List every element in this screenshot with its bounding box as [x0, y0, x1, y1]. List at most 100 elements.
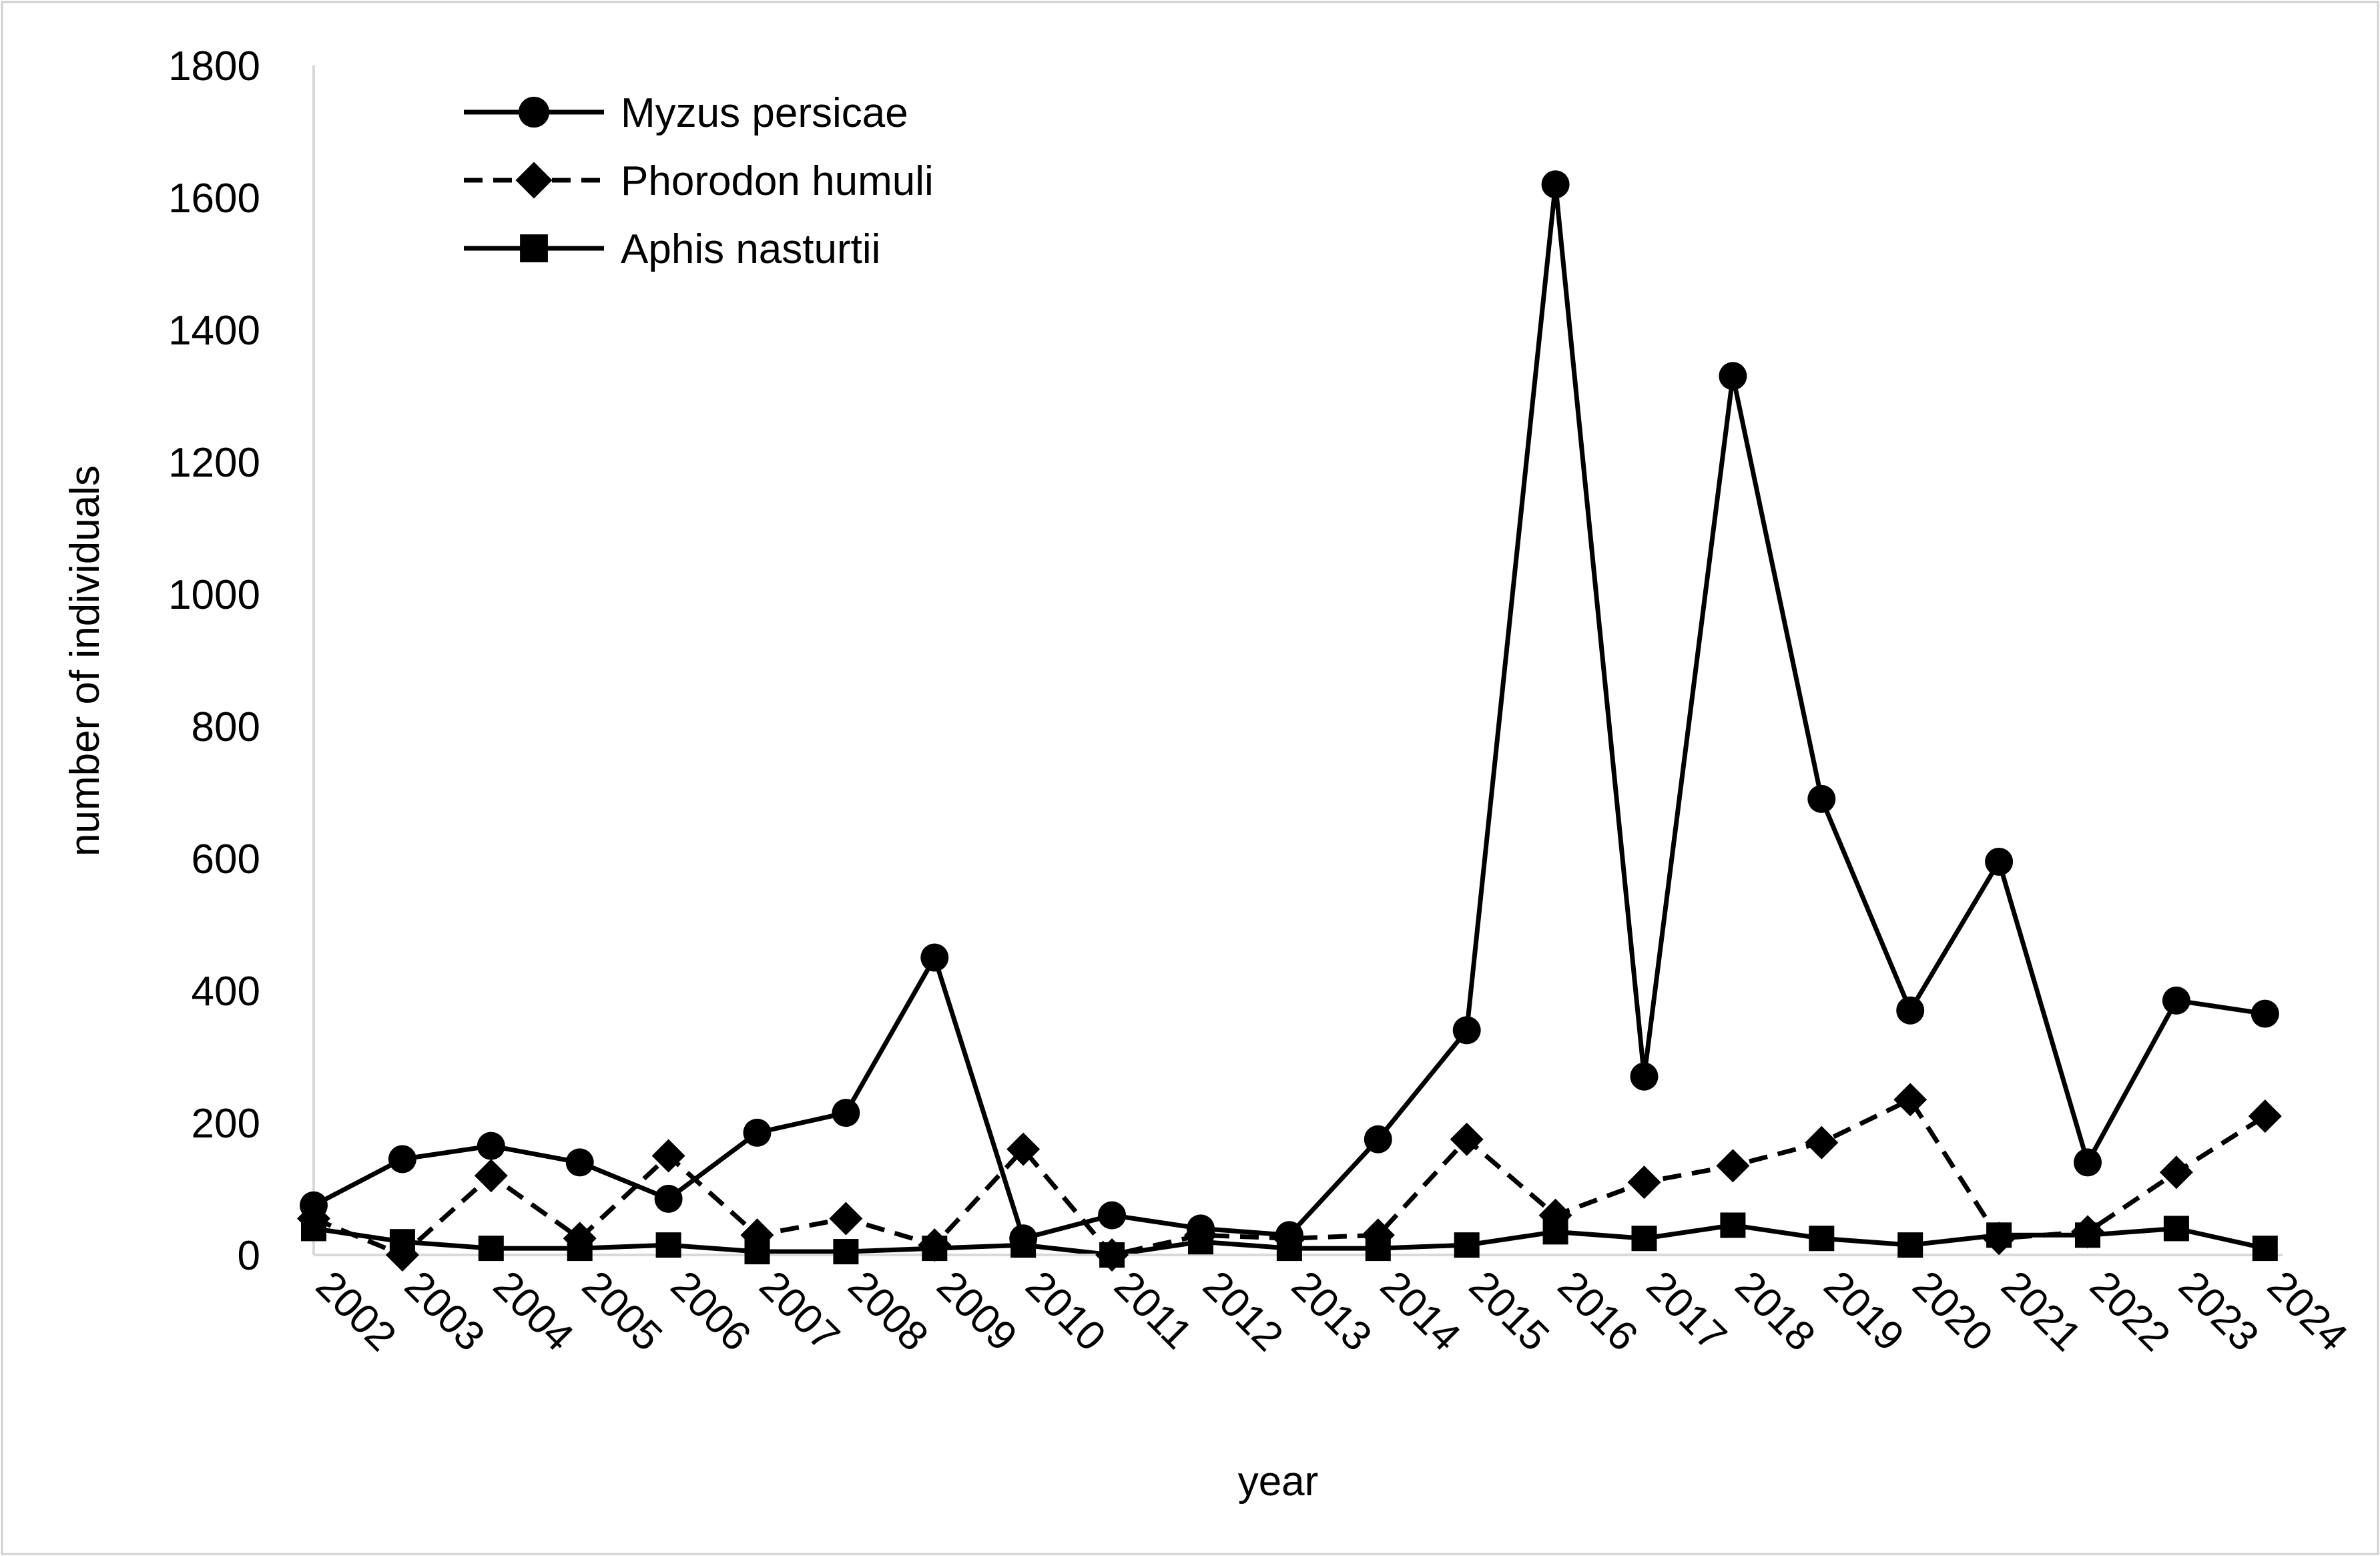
- x-tick-label: 2022: [2081, 1262, 2178, 1360]
- x-tick-label: 2016: [1549, 1262, 1647, 1360]
- data-point-aphis-nasturtii: [567, 1236, 593, 1262]
- data-point-phorodon-humuli: [1716, 1149, 1750, 1183]
- x-tick-label: 2019: [1815, 1262, 1912, 1360]
- data-point-aphis-nasturtii: [1188, 1229, 1213, 1255]
- y-axis-title: number of individuals: [62, 465, 108, 856]
- x-tick-label: 2011: [1105, 1262, 1201, 1358]
- x-tick-label: 2007: [751, 1262, 848, 1360]
- data-point-phorodon-humuli: [651, 1139, 685, 1173]
- data-point-myzus-persicae: [1807, 784, 1836, 813]
- x-tick-label: 2017: [1638, 1262, 1735, 1360]
- legend-label-phorodon-humuli: Phorodon humuli: [621, 158, 934, 204]
- data-point-myzus-persicae: [2074, 1148, 2102, 1177]
- data-point-myzus-persicae: [832, 1099, 860, 1127]
- data-point-phorodon-humuli: [1450, 1122, 1484, 1156]
- y-tick-labels: 0 200 400 600 800 1000 1200 1400 1600 1800: [168, 43, 260, 1279]
- data-point-myzus-persicae: [743, 1118, 772, 1147]
- x-tick-label: 2020: [1903, 1262, 2001, 1360]
- legend-marker-aphis-nasturtii: [520, 234, 548, 262]
- data-point-myzus-persicae: [1985, 847, 2014, 876]
- data-point-aphis-nasturtii: [1276, 1236, 1302, 1262]
- x-tick-label: 2024: [2259, 1262, 2356, 1360]
- data-point-aphis-nasturtii: [2075, 1222, 2100, 1248]
- legend-marker-myzus-persicae: [518, 96, 550, 128]
- data-point-aphis-nasturtii: [833, 1239, 859, 1265]
- y-tick-label: 1200: [168, 440, 260, 486]
- data-point-aphis-nasturtii: [744, 1239, 770, 1265]
- y-tick-label: 800: [192, 704, 260, 750]
- x-tick-label: 2010: [1016, 1262, 1114, 1360]
- data-point-phorodon-humuli: [2248, 1099, 2282, 1133]
- data-point-phorodon-humuli: [2159, 1155, 2193, 1190]
- data-point-aphis-nasturtii: [1986, 1222, 2012, 1248]
- x-tick-label: 2023: [2170, 1262, 2267, 1360]
- x-tick-label: 2014: [1372, 1262, 1469, 1360]
- data-point-myzus-persicae: [1896, 996, 1925, 1025]
- data-point-aphis-nasturtii: [655, 1232, 681, 1258]
- y-tick-label: 200: [192, 1101, 260, 1147]
- data-point-aphis-nasturtii: [2163, 1216, 2189, 1242]
- data-point-myzus-persicae: [920, 943, 949, 972]
- data-point-aphis-nasturtii: [1631, 1226, 1657, 1252]
- data-point-myzus-persicae: [2162, 986, 2190, 1015]
- data-point-myzus-persicae: [1098, 1201, 1127, 1230]
- y-tick-label: 1800: [168, 43, 260, 89]
- data-point-aphis-nasturtii: [2252, 1236, 2278, 1262]
- x-tick-label: 2009: [928, 1262, 1025, 1360]
- x-tick-label: 2003: [396, 1262, 493, 1360]
- data-point-aphis-nasturtii: [1365, 1236, 1391, 1262]
- data-point-phorodon-humuli: [829, 1202, 863, 1236]
- legend: Myzus persicae Phorodon humuli Aphis nastu…: [464, 90, 934, 272]
- x-tick-labels: 2002200320042005200620072008200920102011…: [307, 1262, 2356, 1360]
- data-point-myzus-persicae: [565, 1148, 594, 1177]
- data-point-aphis-nasturtii: [389, 1229, 415, 1255]
- axes: [312, 65, 2283, 1256]
- plot-lines: [312, 182, 2267, 1258]
- legend-marker-phorodon-humuli: [515, 162, 553, 199]
- data-point-myzus-persicae: [1452, 1016, 1481, 1045]
- data-point-aphis-nasturtii: [1809, 1226, 1835, 1252]
- data-point-phorodon-humuli: [1627, 1165, 1661, 1200]
- data-point-aphis-nasturtii: [1720, 1212, 1746, 1238]
- y-tick-label: 1400: [168, 308, 260, 354]
- data-point-aphis-nasturtii: [1542, 1219, 1568, 1245]
- data-point-myzus-persicae: [2251, 999, 2279, 1028]
- y-tick-label: 600: [192, 836, 260, 882]
- x-tick-label: 2008: [840, 1262, 937, 1360]
- data-point-aphis-nasturtii: [1099, 1242, 1125, 1268]
- data-point-aphis-nasturtii: [1454, 1232, 1480, 1258]
- x-tick-label: 2005: [573, 1262, 671, 1360]
- x-tick-label: 2012: [1194, 1262, 1291, 1360]
- x-axis-title: year: [1238, 1459, 1319, 1505]
- y-tick-label: 0: [238, 1233, 260, 1279]
- series-markers: [297, 170, 2282, 1272]
- data-point-myzus-persicae: [388, 1145, 416, 1174]
- data-point-myzus-persicae: [1719, 362, 1747, 391]
- data-point-aphis-nasturtii: [1897, 1232, 1923, 1258]
- x-tick-label: 2002: [307, 1262, 404, 1360]
- x-tick-label: 2021: [1992, 1262, 2090, 1360]
- data-point-aphis-nasturtii: [1010, 1232, 1036, 1258]
- x-tick-label: 2004: [485, 1262, 582, 1360]
- data-point-phorodon-humuli: [1006, 1132, 1040, 1166]
- data-point-phorodon-humuli: [474, 1159, 508, 1193]
- data-point-aphis-nasturtii: [478, 1236, 504, 1262]
- data-point-aphis-nasturtii: [922, 1236, 948, 1262]
- x-tick-label: 2015: [1460, 1262, 1558, 1360]
- x-tick-label: 2006: [662, 1262, 760, 1360]
- legend-label-aphis-nasturtii: Aphis nasturtii: [621, 226, 880, 272]
- y-tick-label: 1600: [168, 176, 260, 222]
- data-point-phorodon-humuli: [1893, 1083, 1927, 1117]
- x-tick-label: 2018: [1727, 1262, 1824, 1360]
- data-point-aphis-nasturtii: [301, 1216, 326, 1242]
- data-point-myzus-persicae: [477, 1131, 505, 1160]
- y-tick-label: 1000: [168, 572, 260, 618]
- legend-label-myzus-persicae: Myzus persicae: [621, 90, 908, 136]
- x-tick-label: 2013: [1283, 1262, 1380, 1360]
- data-point-myzus-persicae: [1364, 1125, 1392, 1153]
- y-tick-label: 400: [192, 969, 260, 1015]
- data-point-myzus-persicae: [1541, 170, 1570, 199]
- data-point-myzus-persicae: [654, 1184, 683, 1213]
